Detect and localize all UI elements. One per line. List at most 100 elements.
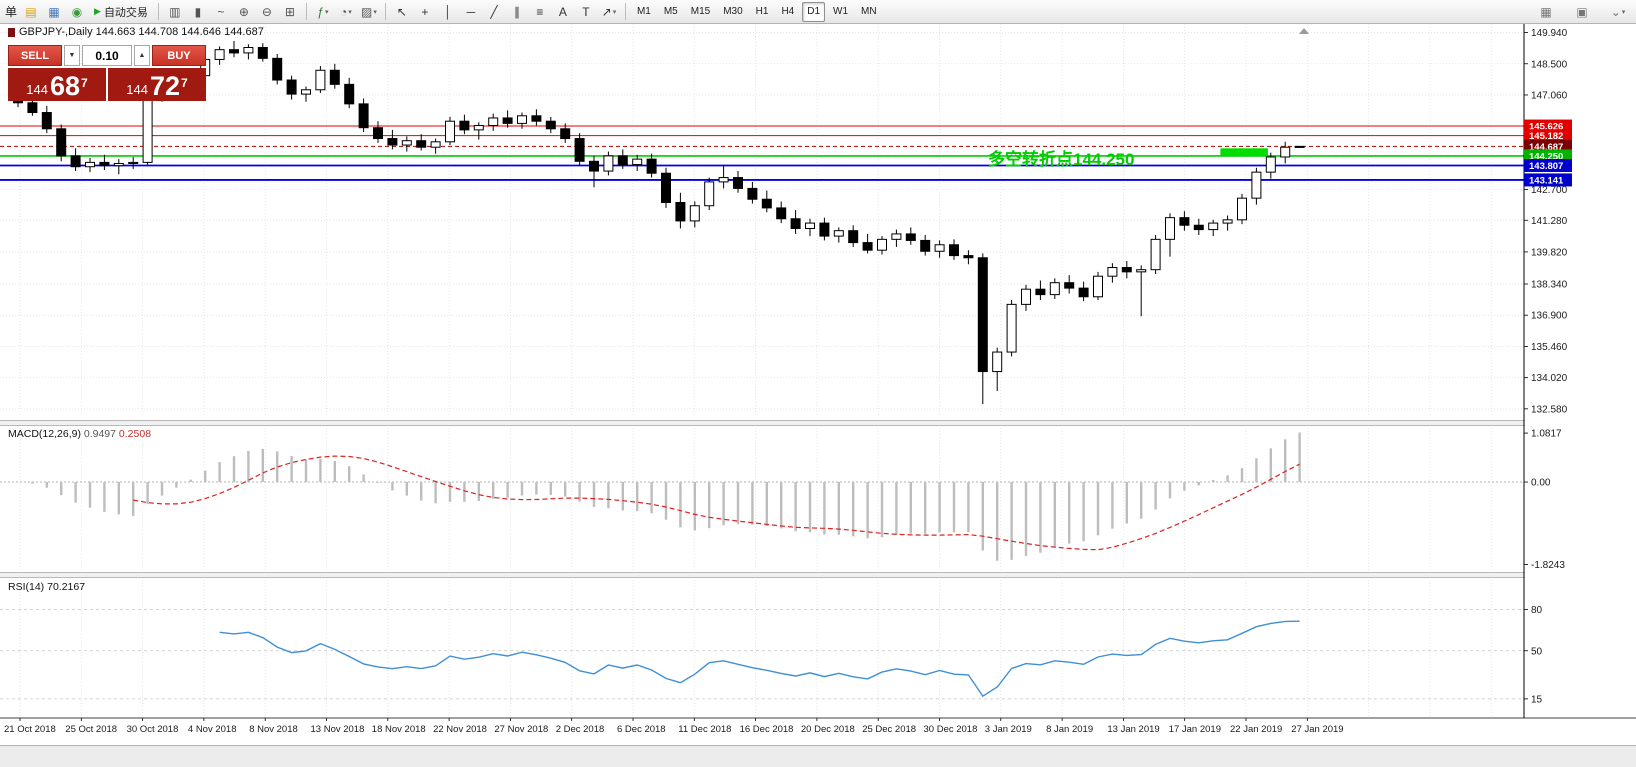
channel-icon[interactable]: ∥ — [506, 1, 528, 23]
candle-body — [329, 69, 340, 85]
panel-splitter[interactable] — [0, 572, 1636, 578]
price-axis[interactable]: 149.940 148.500 147.060 142.700 141.280 139.8… — [1523, 24, 1636, 718]
timeframe-m15[interactable]: M15 — [690, 5, 711, 17]
axis-label: 132.580 — [1531, 404, 1568, 415]
fibonacci-icon[interactable]: ≡ — [529, 1, 551, 23]
candle-body — [776, 207, 787, 220]
text-icon[interactable]: A — [552, 1, 574, 23]
panel-splitter[interactable] — [0, 420, 1636, 426]
indicators-icon[interactable]: ƒ ▾ — [312, 1, 334, 23]
chart-annotation-text[interactable]: 多空转折点144.250 — [988, 150, 1135, 169]
bar-chart-icon[interactable]: ▥ — [164, 1, 186, 23]
crosshair-icon[interactable]: + — [414, 1, 436, 23]
chart-symbol-icon — [8, 27, 15, 37]
timeframe-d1[interactable]: D1 — [802, 1, 826, 22]
candlestick-chart-icon[interactable]: ▮ — [187, 1, 209, 23]
candle-body — [1093, 275, 1103, 298]
more-options-icon[interactable]: ⌄ ▾ — [1607, 1, 1629, 23]
autotrading-button[interactable]: ▶ 自动交易 — [89, 2, 153, 22]
timeframe-w1[interactable]: W1 — [833, 5, 849, 17]
terminal-icon[interactable]: ▤ — [20, 1, 42, 23]
date-label: 20 Dec 2018 — [801, 724, 855, 735]
strategy-tester-icon[interactable]: ◉ — [66, 1, 88, 23]
trendline-icon-glyph: ╱ — [490, 4, 498, 19]
candle-body — [430, 141, 441, 148]
arrows-icon[interactable]: ↗ ▾ — [598, 1, 620, 23]
toolbar-separator — [305, 3, 307, 20]
axis-label: 138.340 — [1531, 279, 1568, 290]
candle-body — [1165, 217, 1175, 240]
candle-body — [934, 244, 945, 252]
zoom-out-icon-glyph: ⊖ — [261, 4, 272, 19]
level-price-label — [1524, 129, 1572, 143]
vertical-line-icon-glyph: │ — [444, 4, 452, 19]
strategy-tester-icon-glyph: ◉ — [71, 4, 83, 19]
date-axis[interactable]: 21 Oct 2018 25 Oct 2018 30 Oct 2018 4 Nov 2… — [0, 717, 1636, 735]
date-label: 21 Oct 2018 — [4, 724, 56, 735]
line-chart-icon[interactable]: ~ — [210, 1, 232, 23]
date-label: 30 Oct 2018 — [127, 724, 179, 735]
data-window-icon-glyph: ▦ — [1540, 4, 1552, 19]
candle-body — [891, 233, 902, 240]
horizontal-line-icon[interactable]: ─ — [460, 1, 482, 23]
zoom-in-icon[interactable]: ⊕ — [233, 1, 255, 23]
candle-body — [41, 112, 52, 130]
candle-body — [257, 47, 268, 59]
window-layout-icon[interactable]: ▣ — [1571, 1, 1593, 23]
sell-button[interactable]: SELL — [8, 45, 62, 66]
vertical-line-icon[interactable]: │ — [437, 1, 459, 23]
timeframe-mn[interactable]: MN — [861, 5, 877, 17]
terminal-icon-glyph: ▤ — [25, 4, 37, 19]
candle-body — [977, 257, 988, 373]
periods-icon[interactable]: ◔ ▾ — [335, 1, 357, 23]
candle-body — [113, 162, 124, 167]
sell-price-base: 144 — [26, 82, 48, 97]
candle-body — [733, 177, 743, 189]
timeframe-m1[interactable]: M1 — [636, 5, 651, 17]
highlight-box[interactable] — [1220, 148, 1268, 156]
toolbar-separator — [624, 3, 626, 20]
timeframe-h1[interactable]: H1 — [755, 5, 769, 17]
date-label: 27 Jan 2019 — [1291, 724, 1343, 735]
macd-panel — [0, 432, 1524, 561]
candle-body — [1294, 145, 1305, 148]
order-button[interactable]: 单 — [5, 5, 18, 19]
volume-input[interactable] — [82, 45, 132, 66]
candle-body — [416, 140, 427, 148]
timeframe-h4[interactable]: H4 — [781, 5, 795, 17]
buy-price-display[interactable]: 144 72 7 — [108, 68, 206, 101]
date-label: 13 Jan 2019 — [1107, 724, 1159, 735]
candle-body — [819, 222, 830, 237]
axis-label: 149.940 — [1531, 28, 1568, 39]
chart-canvas[interactable]: 149.940 148.500 147.060 142.700 141.280 139.8… — [0, 24, 1636, 745]
trendline-icon[interactable]: ╱ — [483, 1, 505, 23]
candle-body — [85, 161, 95, 168]
data-window-icon[interactable]: ▦ — [1535, 1, 1557, 23]
tile-windows-icon[interactable]: ⊞ — [279, 1, 301, 23]
sell-price-display[interactable]: 144 68 7 — [8, 68, 106, 101]
volume-decrease-button[interactable]: ▼ — [64, 45, 80, 66]
candle-body — [1006, 303, 1017, 353]
toolbar-indicator-group: ƒ ▾ ◔ ▾ ▨ ▾ — [312, 1, 380, 23]
zoom-out-icon[interactable]: ⊖ — [256, 1, 278, 23]
candle-body — [445, 120, 455, 143]
macd-name: MACD(12,26,9) — [8, 428, 81, 440]
date-label: 16 Dec 2018 — [740, 724, 794, 735]
candle-body — [315, 69, 326, 91]
new-chart-icon-glyph: ▦ — [48, 4, 60, 19]
level-price-label-text: 144.250 — [1529, 151, 1563, 162]
candle-body — [229, 49, 239, 54]
candle-body — [128, 161, 139, 164]
timeframe-m30[interactable]: M30 — [723, 5, 743, 17]
chart-shift-marker[interactable] — [1299, 28, 1309, 34]
timeframe-m5[interactable]: M5 — [663, 5, 678, 17]
text-label-icon[interactable]: T — [575, 1, 597, 23]
templates-icon[interactable]: ▨ ▾ — [358, 1, 380, 23]
new-chart-icon[interactable]: ▦ — [43, 1, 65, 23]
text-icon-glyph: A — [558, 4, 567, 19]
candle-body — [1021, 288, 1031, 305]
cursor-icon[interactable]: ↖ — [391, 1, 413, 23]
candle-body — [862, 242, 873, 251]
volume-increase-button[interactable]: ▲ — [134, 45, 150, 66]
buy-button[interactable]: BUY — [152, 45, 206, 66]
